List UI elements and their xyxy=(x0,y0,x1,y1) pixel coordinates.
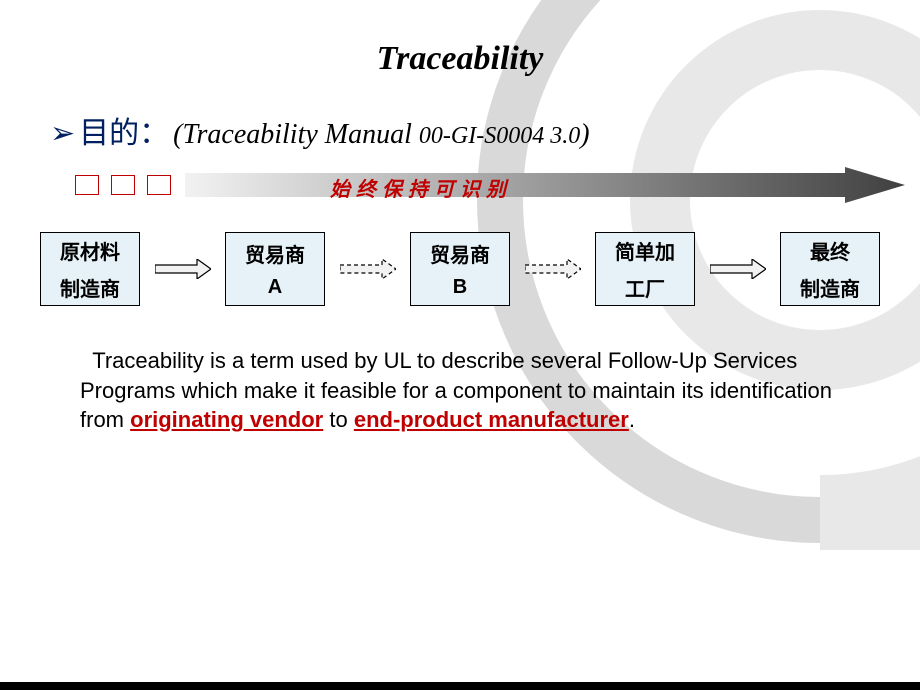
flow-box-0: 原材料制造商 xyxy=(40,232,140,306)
flow-arrow-3 xyxy=(710,259,766,279)
flow-row: 原材料制造商 贸易商 A 贸易商 B 简单加工厂 最终制造商 xyxy=(0,232,920,346)
small-box xyxy=(111,175,135,195)
bullet-icon: ➢ xyxy=(50,117,75,150)
flow-box-line1: 贸易商 xyxy=(417,239,503,268)
flow-box-line1: 最终 xyxy=(787,236,873,265)
small-box xyxy=(147,175,171,195)
gradient-arrow xyxy=(185,167,905,203)
body-post: . xyxy=(629,407,635,432)
flow-box-line2: 制造商 xyxy=(47,273,133,302)
flow-arrow-2 xyxy=(525,259,581,279)
flow-arrow-1 xyxy=(340,259,396,279)
body-paragraph: Traceability is a term used by UL to des… xyxy=(0,346,920,435)
gradient-arrow-label: 始终保持可识别 xyxy=(330,173,512,202)
flow-box-2: 贸易商 B xyxy=(410,232,510,306)
purpose-line: ➢ 目的： (Traceability Manual 00-GI-S0004 3… xyxy=(0,108,920,167)
page-title: Traceability xyxy=(0,0,920,108)
flow-box-line2: 工厂 xyxy=(602,273,688,302)
purpose-label: 目的： xyxy=(79,117,169,150)
flow-box-line1: 原材料 xyxy=(47,236,133,265)
small-box xyxy=(75,175,99,195)
flow-box-line2: A xyxy=(232,276,318,299)
flow-box-line2: B xyxy=(417,276,503,299)
body-mid: to xyxy=(323,407,354,432)
flow-box-4: 最终制造商 xyxy=(780,232,880,306)
flow-box-line1: 贸易商 xyxy=(232,239,318,268)
manual-prefix: (Traceability Manual xyxy=(173,119,419,150)
gradient-arrow-row: 始终保持可识别 xyxy=(30,167,870,207)
manual-suffix: ) xyxy=(580,119,589,150)
manual-code: 00-GI-S0004 3.0 xyxy=(419,123,580,149)
body-emph-origin: originating vendor xyxy=(130,407,323,432)
flow-box-line1: 简单加 xyxy=(602,236,688,265)
flow-box-3: 简单加工厂 xyxy=(595,232,695,306)
flow-arrow-0 xyxy=(155,259,211,279)
small-boxes xyxy=(75,175,171,195)
manual-reference: (Traceability Manual 00-GI-S0004 3.0) xyxy=(173,119,589,150)
body-emph-end: end-product manufacturer xyxy=(354,407,629,432)
flow-box-1: 贸易商 A xyxy=(225,232,325,306)
flow-box-line2: 制造商 xyxy=(787,273,873,302)
bottom-bar xyxy=(0,682,920,690)
